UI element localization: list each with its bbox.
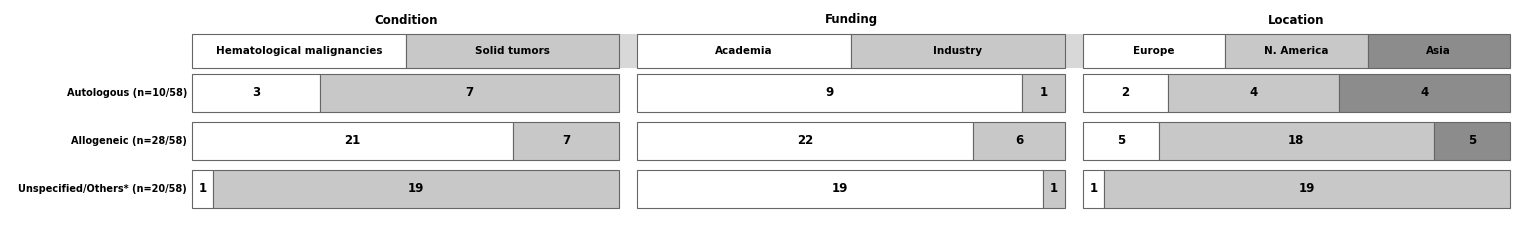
Text: Autologous (n=10/58): Autologous (n=10/58) (67, 88, 187, 98)
Text: Hematological malignancies: Hematological malignancies (216, 46, 382, 56)
Bar (637, 170, 1043, 208)
Text: 7: 7 (562, 135, 570, 148)
Text: 1: 1 (199, 182, 207, 195)
Text: 7: 7 (465, 87, 474, 100)
Bar (637, 122, 973, 160)
Bar (1368, 34, 1509, 68)
Text: Europe: Europe (1132, 46, 1175, 56)
Bar (1082, 122, 1158, 160)
Text: 5: 5 (1117, 135, 1125, 148)
Text: Funding: Funding (824, 13, 877, 26)
Text: Condition: Condition (374, 13, 438, 26)
Text: 21: 21 (344, 135, 360, 148)
Text: N. America: N. America (1265, 46, 1328, 56)
Text: 19: 19 (1298, 182, 1315, 195)
Bar (1225, 34, 1368, 68)
Text: Location: Location (1268, 13, 1324, 26)
Text: 5: 5 (1468, 135, 1476, 148)
Text: 9: 9 (825, 87, 834, 100)
Bar (213, 170, 619, 208)
Text: 3: 3 (252, 87, 260, 100)
Text: 19: 19 (831, 182, 848, 195)
Bar (1339, 74, 1509, 112)
Bar (192, 34, 406, 68)
Text: Solid tumors: Solid tumors (476, 46, 550, 56)
Bar (1043, 170, 1064, 208)
Bar (1082, 34, 1225, 68)
Text: Industry: Industry (933, 46, 982, 56)
Text: 1: 1 (1050, 182, 1058, 195)
Text: 1: 1 (1090, 182, 1097, 195)
Text: 1: 1 (1040, 87, 1047, 100)
Bar (1082, 170, 1104, 208)
Text: 4: 4 (1249, 87, 1257, 100)
Bar (1158, 122, 1433, 160)
Text: 2: 2 (1122, 87, 1129, 100)
Text: 19: 19 (409, 182, 424, 195)
Bar (192, 122, 512, 160)
Bar (321, 74, 619, 112)
Bar (192, 74, 321, 112)
Bar (192, 170, 213, 208)
Bar (1082, 74, 1169, 112)
Bar (192, 34, 1509, 68)
Text: Allogeneic (n=28/58): Allogeneic (n=28/58) (71, 136, 187, 146)
Text: 18: 18 (1287, 135, 1304, 148)
Text: 4: 4 (1420, 87, 1429, 100)
Bar (637, 74, 1021, 112)
Text: 22: 22 (796, 135, 813, 148)
Bar (973, 122, 1064, 160)
Bar (512, 122, 619, 160)
Bar (406, 34, 619, 68)
Text: Asia: Asia (1426, 46, 1452, 56)
Text: 6: 6 (1015, 135, 1023, 148)
Bar (637, 34, 851, 68)
Bar (1021, 74, 1064, 112)
Bar (1104, 170, 1509, 208)
Bar (1433, 122, 1509, 160)
Text: Unspecified/Others* (n=20/58): Unspecified/Others* (n=20/58) (18, 184, 187, 194)
Text: Academia: Academia (716, 46, 774, 56)
Bar (1169, 74, 1339, 112)
Bar (851, 34, 1064, 68)
